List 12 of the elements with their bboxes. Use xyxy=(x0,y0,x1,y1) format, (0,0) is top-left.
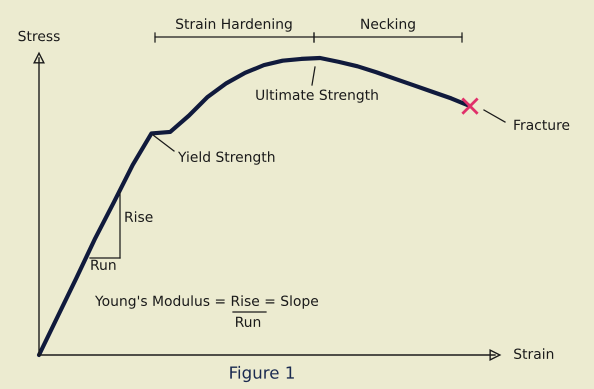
annotation: Run xyxy=(236,316,260,328)
annotation: Ultimate Strength xyxy=(256,89,378,103)
caption: Figure 1 xyxy=(230,366,294,382)
text: Necking xyxy=(361,18,415,32)
annotation: Rise xyxy=(125,211,153,222)
y-axis-title: Stress xyxy=(18,30,60,42)
text: Strain Hardening xyxy=(176,18,292,32)
annotation: Run xyxy=(91,260,116,270)
annotation: Yield Strength xyxy=(178,151,274,165)
x-axis-title: Strain xyxy=(514,348,554,360)
annotation: Young's Modulus = Rise = Slope xyxy=(94,295,318,309)
text: Fracture xyxy=(514,120,570,130)
